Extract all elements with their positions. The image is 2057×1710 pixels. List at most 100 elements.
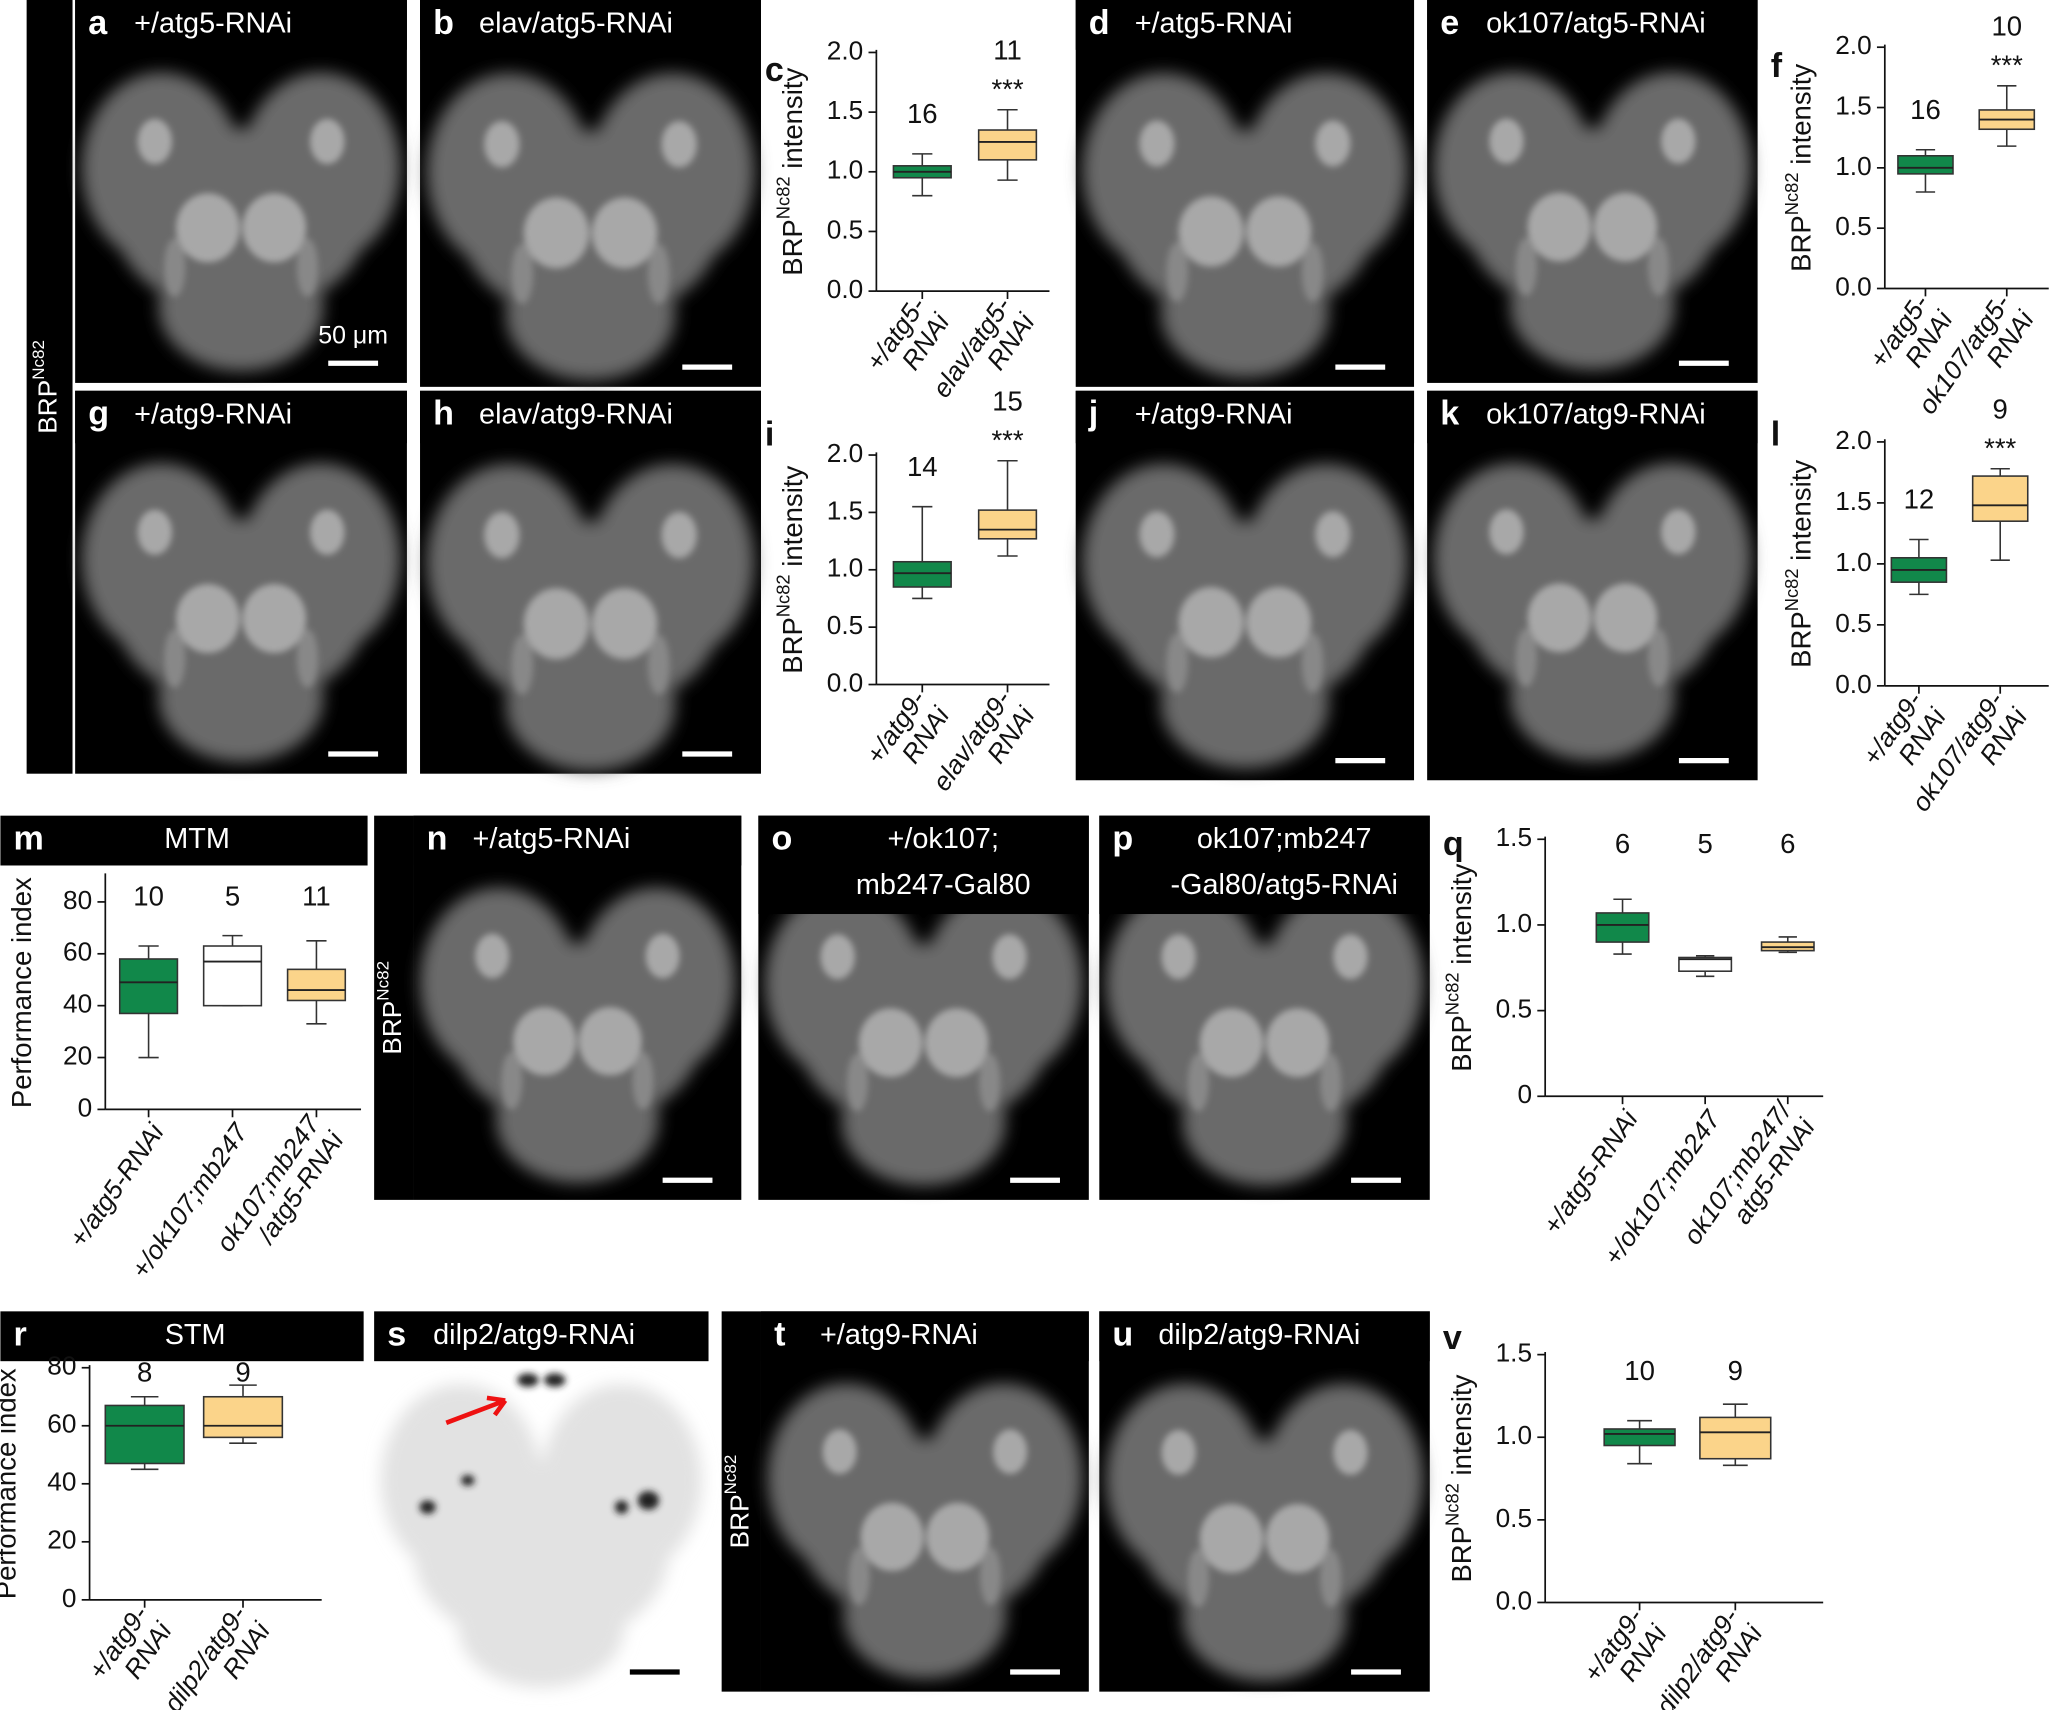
whisker-high	[912, 505, 933, 562]
chart-title: MTM	[164, 823, 230, 855]
panel-header	[75, 390, 407, 444]
panel-letter: d	[1089, 4, 1110, 42]
chart-letter: m	[14, 820, 44, 858]
y-tick-label: 80	[47, 1351, 76, 1381]
y-tick-label: 1.0	[1835, 547, 1871, 577]
n-label: 16	[1910, 94, 1941, 125]
y-tick-label: 1.5	[1835, 90, 1871, 120]
box	[1897, 155, 1954, 175]
panel-header	[1427, 0, 1758, 50]
n-label: 9	[235, 1357, 250, 1388]
side-label: BRPNc82	[29, 340, 63, 434]
whisker-high	[997, 459, 1018, 511]
chart-title-band	[0, 1311, 364, 1362]
y-tick-label: 40	[47, 1467, 76, 1497]
panel-letter: u	[1112, 1315, 1133, 1353]
y-tick-label: 0.0	[1835, 669, 1871, 699]
box	[1595, 912, 1650, 943]
y-axis-label-part: intensity	[1786, 64, 1817, 173]
box	[1699, 1416, 1772, 1460]
y-axis-label-part: BRP	[777, 219, 808, 276]
y-axis-label-part: BRP	[777, 617, 808, 674]
significance: ***	[1984, 433, 2016, 464]
box	[104, 1404, 185, 1465]
panel-letter: k	[1440, 395, 1459, 433]
y-tick-label: 1.0	[1835, 151, 1871, 181]
whisker-low	[1909, 582, 1929, 596]
whisker-high	[1909, 538, 1929, 558]
whisker-high	[1778, 936, 1797, 943]
panel-letter: g	[88, 395, 109, 433]
panel-title: +/atg5-RNAi	[1135, 8, 1293, 40]
significance: ***	[991, 425, 1023, 456]
panel-header	[374, 1311, 709, 1362]
whisker-high	[1915, 148, 1936, 156]
chart-title-band	[0, 815, 368, 866]
y-axis-label-part: intensity	[777, 466, 808, 575]
side-label-main: BRP	[32, 380, 62, 434]
box	[202, 1395, 284, 1439]
y-axis-label: BRPNc82 intensity	[1441, 1374, 1477, 1582]
panel-letter: t	[774, 1315, 785, 1353]
panel-header	[760, 1311, 1089, 1362]
y-tick-label: 2.0	[827, 438, 863, 468]
y-tick-label: 0.0	[827, 667, 863, 697]
whisker-low	[229, 1437, 257, 1444]
n-label: 11	[302, 881, 331, 912]
y-tick-label: 0	[78, 1092, 93, 1122]
y-axis-label-part: Nc82	[1781, 172, 1802, 215]
side-label: BRPNc82	[373, 961, 407, 1055]
box	[118, 958, 179, 1015]
panel-letter: h	[433, 395, 454, 433]
y-axis-label: BRPNc82 intensity	[1781, 460, 1817, 668]
significance: ***	[1991, 50, 2023, 81]
y-tick-label: 0.0	[1496, 1585, 1532, 1615]
y-axis-label-part: Performance index	[0, 1368, 22, 1599]
panel-header	[413, 815, 742, 866]
whisker-high	[1722, 1403, 1748, 1418]
whisker-low	[1695, 971, 1715, 978]
scale-bar-label: 50 μm	[318, 322, 388, 350]
n-label: 6	[1615, 828, 1630, 859]
y-tick-label: 40	[63, 989, 92, 1019]
whisker-low	[912, 177, 933, 197]
whisker-low	[306, 1000, 327, 1025]
y-tick-label: 1.0	[1496, 908, 1532, 938]
panel-header	[1099, 815, 1430, 915]
panel-header	[420, 390, 761, 444]
y-tick-label: 2.0	[1835, 30, 1871, 60]
chart-letter: l	[1771, 416, 1780, 454]
x-tick-label-group: dilp2/atg9-RNAi	[157, 1600, 276, 1710]
y-tick-label: 2.0	[827, 35, 863, 65]
x-tick-label-group: elav/atg5-RNAi	[926, 291, 1041, 403]
y-axis-label-part: BRP	[1446, 1526, 1477, 1583]
x-tick-label-group: dilp2/atg9-RNAi	[1650, 1603, 1769, 1710]
y-tick-label: 0.0	[827, 274, 863, 304]
y-axis-label: Performance index	[6, 877, 37, 1108]
panel-title: ok107/atg5-RNAi	[1486, 8, 1706, 40]
n-label: 10	[1624, 1355, 1655, 1386]
y-tick-label: 20	[47, 1525, 76, 1555]
whisker-high	[912, 153, 933, 166]
y-tick-label: 1.5	[1835, 486, 1871, 516]
box	[892, 560, 952, 588]
panel-title: +/atg9-RNAi	[1135, 398, 1293, 430]
whisker-low	[1722, 1458, 1748, 1467]
panel-letter: o	[771, 820, 792, 858]
side-bar	[721, 1311, 761, 1692]
n-label: 5	[225, 881, 240, 912]
y-axis-label-part: Performance index	[6, 877, 37, 1108]
whisker-low	[997, 159, 1018, 181]
n-label: 11	[993, 34, 1022, 65]
chart-title: STM	[165, 1319, 226, 1351]
box	[977, 129, 1038, 161]
red-arrow	[445, 1395, 508, 1425]
y-axis-label-part: BRP	[1786, 215, 1817, 272]
whisker-high	[1613, 898, 1632, 913]
whisker-high	[1627, 1419, 1652, 1429]
side-label: BRPNc82	[720, 1455, 754, 1549]
y-tick-label: 1.5	[827, 95, 863, 125]
n-label: 6	[1780, 828, 1795, 859]
side-label-sup: Nc82	[29, 340, 48, 380]
box	[286, 968, 347, 1002]
